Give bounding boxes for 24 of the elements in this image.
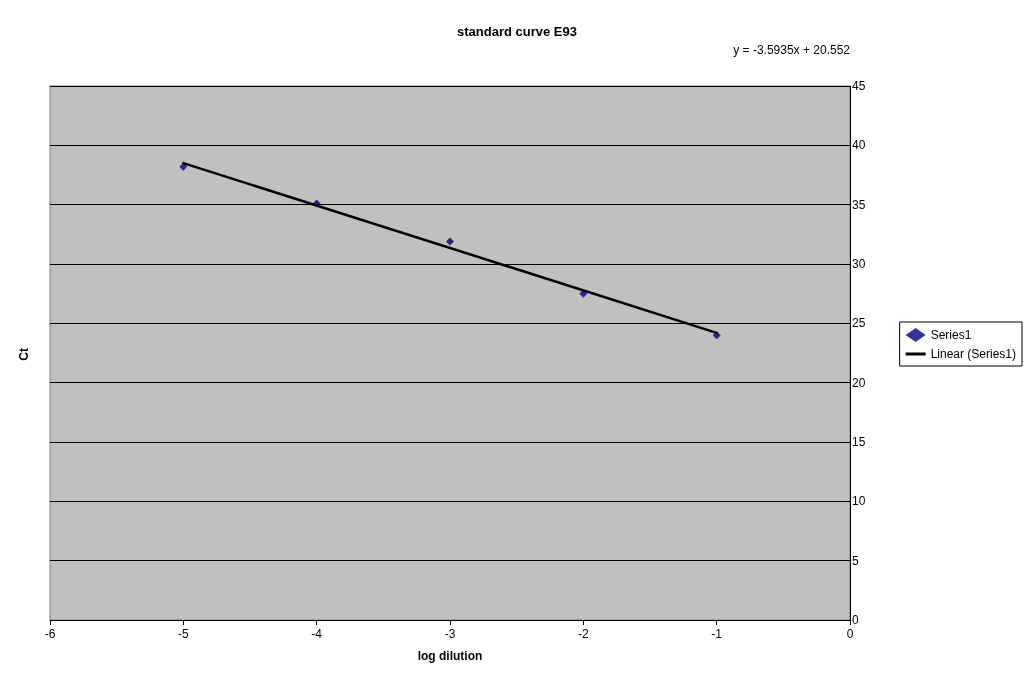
y-tick-label: 40 [852, 138, 866, 153]
y-tick-label: 5 [852, 553, 859, 568]
y-tick-label: 0 [852, 613, 859, 627]
y-axis-title: Ct [17, 347, 31, 361]
y-tick-label: 25 [852, 316, 866, 331]
y-tick-label: 45 [852, 79, 866, 93]
x-tick-label: -4 [311, 627, 323, 641]
x-tick-label: -2 [578, 627, 589, 641]
y-tick-label: 30 [852, 257, 866, 271]
point [446, 237, 454, 246]
chart-title: standard curve E93 [457, 24, 577, 39]
y-tick-label: 20 [852, 375, 866, 390]
legend-label: Linear (Series1) [930, 347, 1016, 361]
y-tick-label: 10 [852, 494, 866, 509]
x-tick-label: -1 [711, 627, 723, 641]
x-tick-label: -3 [444, 627, 456, 641]
y-tick-label: 15 [852, 435, 866, 449]
point [179, 162, 188, 171]
x-tick-label: -6 [44, 627, 56, 641]
x-axis-title: log dilution [417, 649, 483, 663]
text: y = -3.5935x + 20.552 [733, 43, 851, 57]
x-tick-label: -5 [178, 627, 189, 641]
legend-label: Series1 [930, 328, 972, 342]
y-tick-label: 35 [852, 197, 866, 212]
